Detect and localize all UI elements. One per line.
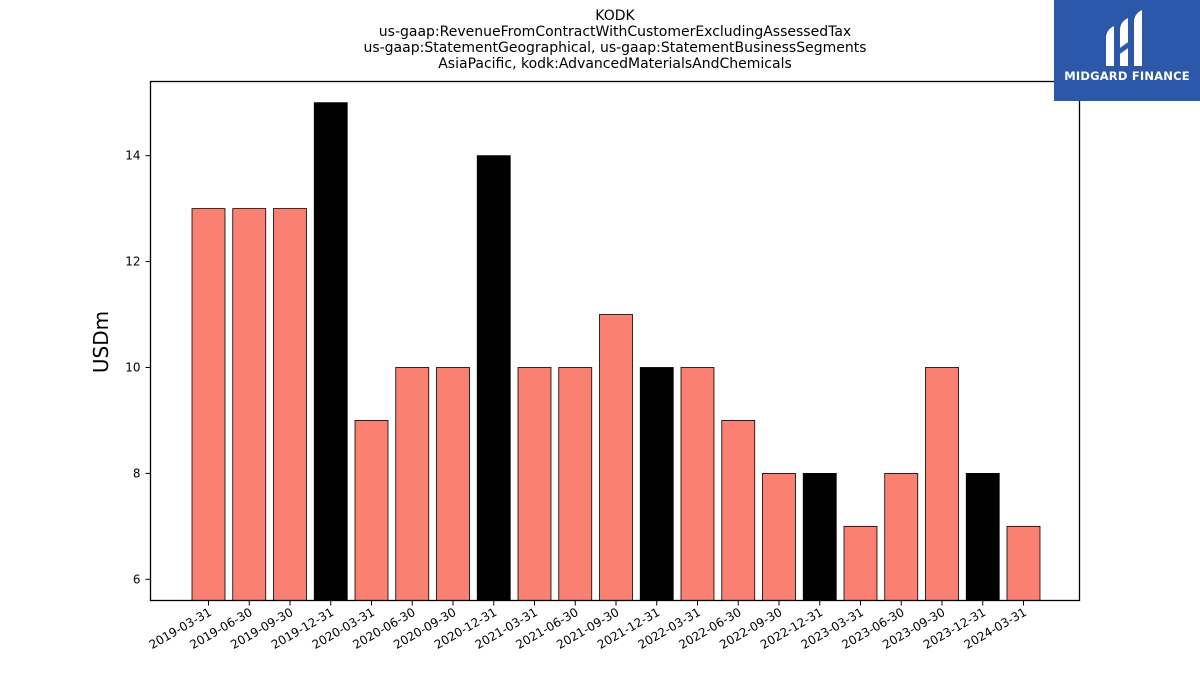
chart-title: KODK us-gaap:RevenueFromContractWithCust… [363,8,866,72]
title-line-4: AsiaPacific, kodk:AdvancedMaterialsAndCh… [438,56,792,72]
y-tick-label: 8 [133,466,141,480]
bar-2021-09-30 [599,314,633,601]
y-axis-ticks: 6 8 10 12 14 [125,149,151,586]
bar-2021-12-31 [639,367,674,601]
y-tick-label: 12 [125,255,140,269]
y-tick-label: 6 [133,572,141,586]
y-tick-label: 10 [125,360,140,374]
bars-group [191,102,1041,601]
midgard-finance-logo: MIDGARD FINANCE [1054,0,1200,101]
bar-2022-09-30 [762,472,796,601]
bar-2022-06-30 [721,420,756,601]
x-axis-ticks: 2019-03-312019-06-302019-09-302019-12-31… [147,600,1029,652]
bar-2019-09-30 [273,208,307,601]
bar-2019-03-31 [191,208,226,601]
logo-mark-icon [1106,10,1142,66]
y-tick-label: 14 [125,149,140,163]
bar-2023-12-31 [965,472,1000,601]
bar-2023-06-30 [884,472,919,601]
bar-2020-06-30 [395,367,430,601]
plot-frame [149,80,1081,602]
bar-2022-03-31 [680,367,715,601]
bar-2021-03-31 [517,367,552,601]
bar-2021-06-30 [558,367,593,601]
bar-2022-12-31 [802,472,837,601]
bar-2019-06-30 [232,208,267,601]
title-line-1: KODK [595,8,635,24]
bar-2020-09-30 [436,367,470,601]
title-line-3: us-gaap:StatementGeographical, us-gaap:S… [363,40,866,56]
title-line-2: us-gaap:RevenueFromContractWithCustomerE… [379,24,851,40]
bar-2024-03-31 [1006,525,1041,601]
bar-2020-12-31 [476,155,511,601]
logo-text: MIDGARD FINANCE [1064,69,1190,83]
bar-2020-03-31 [354,420,389,601]
bar-2023-03-31 [843,525,878,601]
bar-2023-09-30 [925,367,959,601]
bar-2019-12-31 [313,102,348,601]
y-axis-label: USDm [89,311,113,373]
